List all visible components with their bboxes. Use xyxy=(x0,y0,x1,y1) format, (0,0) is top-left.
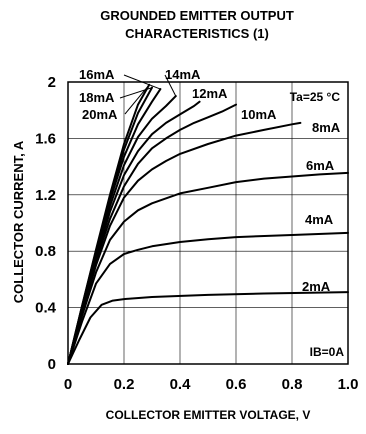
series-layer xyxy=(67,83,349,365)
series-line xyxy=(67,291,349,365)
y-tick-label: 1.6 xyxy=(35,130,56,147)
series-line xyxy=(67,171,349,365)
series-label: 20mA xyxy=(82,107,118,122)
chart-subtitle: CHARACTERISTICS (1) xyxy=(125,26,269,41)
series-label-layer: 2mA 4mA 6mA 8mA 10mA 12mA 14mA 16mA 18mA 20mA xyxy=(79,67,341,294)
y-tick-label: 2 xyxy=(48,74,56,91)
series-label: 4mA xyxy=(305,212,334,227)
series-line xyxy=(67,83,151,365)
series-label: 16mA xyxy=(79,67,115,82)
series-label: 10mA xyxy=(241,107,277,122)
x-tick-label: 1.0 xyxy=(338,376,359,393)
label-leader-line xyxy=(124,84,150,115)
y-axis-label: COLLECTOR CURRENT, A xyxy=(11,140,26,303)
series-label: 8mA xyxy=(312,120,341,135)
y-tick-label: 0 xyxy=(48,356,56,373)
series-label: 2mA xyxy=(302,279,331,294)
x-tick-label: 0.2 xyxy=(114,376,135,393)
x-tick-label: 0 xyxy=(64,376,72,393)
series-label: 6mA xyxy=(306,158,335,173)
zero-current-label: IB=0A xyxy=(310,345,345,359)
series-label: 14mA xyxy=(165,67,201,82)
tick-layer: 0 0.2 0.4 0.6 0.8 1.0 0 0.4 0.8 1.2 1.6 2 xyxy=(35,74,358,393)
x-tick-label: 0.8 xyxy=(282,376,303,393)
plot-frame xyxy=(67,81,349,365)
label-leader-line xyxy=(164,74,177,97)
label-leader-line xyxy=(119,87,153,99)
y-tick-label: 0.4 xyxy=(35,300,57,317)
series-label: 18mA xyxy=(79,90,115,105)
series-line xyxy=(67,231,349,365)
x-tick-label: 0.6 xyxy=(226,376,247,393)
series-line xyxy=(67,121,302,365)
chart-title: GROUNDED EMITTER OUTPUT xyxy=(100,8,294,23)
x-tick-label: 0.4 xyxy=(170,376,192,393)
series-label: 12mA xyxy=(192,86,228,101)
y-tick-label: 1.2 xyxy=(35,187,56,204)
x-axis-label: COLLECTOR EMITTER VOLTAGE, V xyxy=(106,408,311,422)
y-tick-label: 0.8 xyxy=(35,243,56,260)
series-line xyxy=(67,95,177,365)
condition-label: Ta=25 °C xyxy=(290,90,341,104)
